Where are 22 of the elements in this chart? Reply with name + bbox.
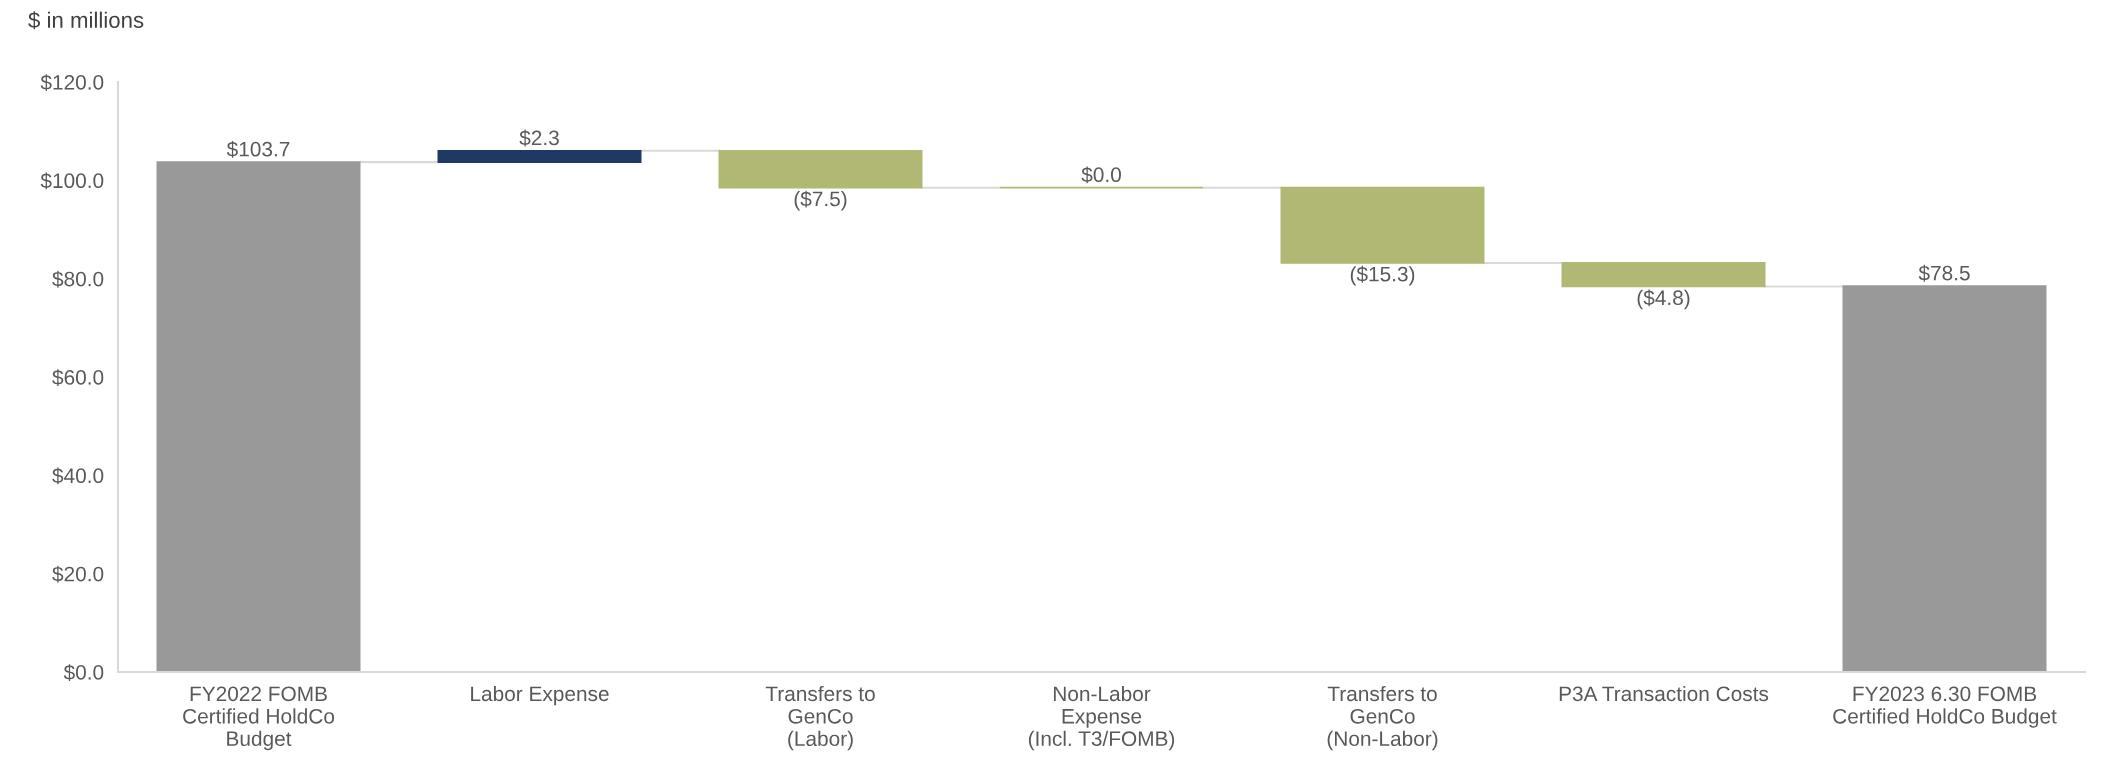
x-tick-label: Transfers to GenCo (Labor) (765, 685, 875, 751)
y-axis-title: $ in millions (28, 11, 144, 30)
x-tick-label: FY2022 FOMB Certified HoldCo Budget (183, 686, 335, 751)
x-tick-label: Transfers to GenCo (Non-Labor) (1327, 685, 1438, 751)
data-label: ($7.5) (794, 190, 847, 211)
x-tick-label: FY2023 6.30 FOMB Certified HoldCo Budget (1833, 686, 2057, 728)
data-label: $78.5 (1918, 264, 1970, 282)
y-tick-label: $40.0 (52, 467, 104, 485)
y-tick-label: $120.0 (40, 74, 104, 91)
y-tick-label: $100.0 (40, 172, 104, 190)
y-tick-label: $80.0 (52, 270, 104, 288)
data-label: $103.7 (226, 140, 290, 158)
data-label: $0.0 (1081, 166, 1121, 184)
x-tick-label: P3A Transaction Costs (1559, 685, 1769, 702)
y-tick-label: $0.0 (63, 664, 104, 681)
data-label: ($15.3) (1350, 265, 1415, 286)
data-label: ($4.8) (1637, 289, 1690, 310)
data-label: $2.3 (519, 129, 559, 147)
x-tick-label: Labor Expense (471, 685, 609, 706)
y-tick-label: $20.0 (52, 565, 104, 583)
y-tick-label: $60.0 (52, 369, 104, 386)
x-tick-label: Non-Labor Expense (Incl. T3/FOMB) (1028, 685, 1175, 751)
